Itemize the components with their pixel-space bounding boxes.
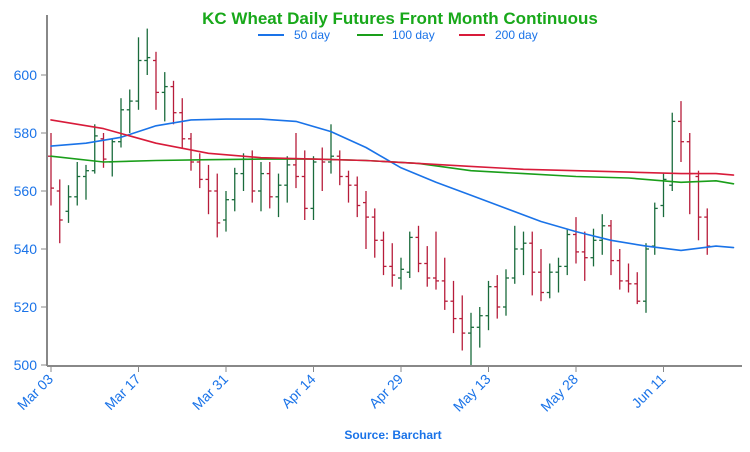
- ohlc-bar: [170, 80, 177, 125]
- ohlc-bar: [74, 162, 81, 206]
- ohlc-bar: [546, 263, 553, 299]
- ohlc-bar: [371, 208, 378, 258]
- ohlc-bar: [669, 112, 676, 191]
- ohlc-bar: [433, 231, 439, 290]
- y-axis-ticks: 500 520 540 560 580 600: [14, 67, 47, 373]
- ohlc-bar: [205, 164, 212, 215]
- ohlc-bar: [398, 257, 404, 290]
- ohlc-bar: [258, 162, 264, 212]
- source-label: Source: Barchart: [344, 428, 441, 442]
- y-tick-label: 540: [14, 241, 38, 257]
- ohlc-bar: [678, 101, 684, 162]
- legend-label-200-day: 200 day: [495, 28, 538, 42]
- legend-label-50-day: 50 day: [294, 28, 330, 42]
- ohlc-bar: [581, 231, 588, 281]
- ohlc-bar: [459, 295, 466, 351]
- ohlc-bar: [336, 150, 343, 186]
- ohlc-bar: [616, 249, 623, 290]
- y-tick-label: 500: [14, 357, 38, 373]
- ohlc-bar: [284, 156, 291, 203]
- ohlc-bar: [266, 162, 273, 209]
- ohlc-bar: [161, 72, 168, 122]
- y-tick-label: 580: [14, 125, 38, 141]
- ohlc-bar: [223, 191, 229, 232]
- ohlc-bar: [590, 228, 597, 267]
- ohlc-bar: [310, 156, 317, 220]
- ohlc-bar: [275, 173, 282, 218]
- ohlc-bar: [643, 243, 649, 313]
- ohlc-bar: [599, 214, 606, 255]
- ohlc-bar: [424, 246, 431, 287]
- legend-label-100-day: 100 day: [392, 28, 435, 42]
- ohlc-bar: [301, 150, 308, 220]
- ohlc-bar: [520, 231, 527, 276]
- chart-title: KC Wheat Daily Futures Front Month Conti…: [202, 9, 598, 28]
- ohlc-bar: [56, 179, 63, 244]
- legend: 50 day 100 day 200 day: [258, 28, 538, 42]
- ohlc-bar: [380, 231, 387, 276]
- ohlc-bar: [538, 249, 544, 302]
- ohlc-bar: [65, 185, 72, 223]
- ohlc-bar: [214, 173, 221, 238]
- ohlc-bar: [529, 231, 536, 296]
- ohlc-bar: [91, 124, 98, 174]
- ohlc-bar: [476, 307, 483, 348]
- ohlc-bar: [485, 280, 492, 331]
- y-tick-label: 520: [14, 299, 38, 315]
- ohlc-bar: [293, 133, 299, 189]
- ohlc-bar: [389, 243, 396, 287]
- ohlc-bar: [354, 176, 361, 218]
- plot-area: [48, 28, 735, 365]
- ohlc-bar: [494, 275, 501, 319]
- ohlc-bar: [564, 228, 571, 276]
- series-line-200-day: [50, 119, 735, 176]
- ohlc-bar: [135, 37, 142, 110]
- series-line-50-day: [50, 118, 735, 252]
- ohlc-bar: [153, 51, 159, 110]
- ohlc-bar: [573, 217, 579, 264]
- ohlc-bar: [450, 280, 457, 334]
- ohlc-bar: [144, 28, 151, 75]
- ohlc-bar: [328, 124, 334, 174]
- ohlc-bar: [188, 133, 194, 171]
- ohlc-bar: [126, 89, 133, 133]
- ohlc-bar: [231, 167, 238, 212]
- ohlc-bar: [608, 220, 614, 276]
- ohlc-bar: [555, 257, 562, 293]
- y-tick-label: 560: [14, 183, 38, 199]
- ohlc-bar: [468, 312, 474, 365]
- ohlc-bar: [441, 257, 448, 310]
- ohlc-bar: [511, 225, 518, 284]
- ohlc-bar: [503, 269, 509, 316]
- ohlc-bar: [363, 191, 369, 249]
- ohlc-bar: [406, 231, 413, 278]
- ohlc-bar: [625, 263, 632, 293]
- ohlc-bar: [415, 225, 422, 273]
- ohlc-bar: [83, 164, 89, 200]
- ohlc-bar: [634, 272, 641, 305]
- ohlc-bar: [179, 98, 186, 148]
- y-tick-label: 600: [14, 67, 38, 83]
- ohlc-bar: [118, 98, 124, 148]
- ohlc-bar: [345, 170, 352, 203]
